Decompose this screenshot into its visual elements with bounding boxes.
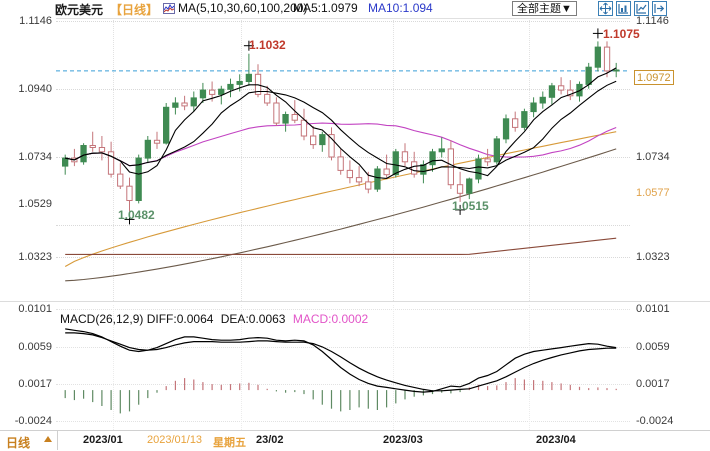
shift-right-icon[interactable]	[652, 1, 667, 16]
gridline	[56, 309, 630, 310]
price-axis-label-right: 1.1146	[636, 15, 669, 27]
gridline	[56, 257, 630, 258]
macd-axis-label-right: 0.0059	[636, 341, 670, 353]
macd-axis-label-left: 0.0101	[18, 303, 52, 315]
panel-divider	[0, 301, 710, 302]
macd-axis-label-left: 0.0059	[18, 341, 52, 353]
price-axis-label-left: 1.1146	[19, 15, 52, 27]
price-axis-label-right: 1.0323	[636, 251, 670, 263]
macd-axis-label-left: -0.0024	[14, 415, 52, 427]
date-tick: 2023/03	[383, 434, 423, 446]
price-axis-label-left: 1.0529	[18, 198, 52, 210]
ma-price-tag: 1.0577	[636, 187, 670, 199]
recent-high-annotation: 1.1075	[603, 27, 640, 41]
macd-axis-label-right: 0.0017	[636, 378, 670, 390]
macd-value: MACD:0.0002	[292, 312, 369, 326]
macd-diff: DIFF:0.0064	[146, 312, 214, 326]
ma-params-label: MA(5,10,30,60,100,200)	[178, 1, 308, 15]
gridline	[56, 421, 630, 422]
header-divider	[56, 18, 630, 19]
macd-axis-label-left: 0.0017	[18, 378, 52, 390]
gridline-vertical	[113, 305, 114, 430]
price-axis-label-left: 1.0734	[18, 151, 52, 163]
chart-header: 欧元美元 【日线】 MA(5,10,30,60,100,200) MA5:1.0…	[0, 0, 710, 18]
price-panel: 1.1146 1.0940 1.0734 1.0529 1.0323 1.114…	[0, 15, 710, 301]
ma5-value: MA5:1.0979	[293, 1, 358, 15]
crosshair-weekday: 星期五	[213, 437, 246, 449]
timeframe-label[interactable]: 日线	[6, 436, 31, 450]
gridline-vertical	[529, 18, 530, 301]
symbol-name: 欧元美元	[55, 3, 104, 17]
gridline-vertical	[241, 18, 242, 301]
zoom-out-icon[interactable]	[616, 1, 631, 16]
theme-dropdown-button[interactable]: 全部主题▼	[512, 1, 577, 16]
crosshair-date: 2023/01/13	[147, 434, 203, 446]
macd-panel: MACD(26,12,9) DIFF:0.0064 DEA:0.0063 MAC…	[0, 303, 710, 430]
zoom-in-icon[interactable]	[634, 1, 649, 16]
macd-title: MACD(26,12,9)	[60, 312, 144, 326]
crosshair-icon[interactable]	[598, 1, 613, 16]
last-price-tag: 1.0972	[634, 70, 674, 85]
price-axis-label-right: 1.0734	[636, 151, 670, 163]
price-axis-label-left: 1.0940	[18, 83, 52, 95]
divider	[57, 431, 58, 450]
low-price-annotation: 1.0482	[118, 208, 155, 222]
candlestick-plot-area[interactable]	[56, 18, 630, 301]
gridline	[56, 89, 630, 90]
macd-dea: DEA:0.0063	[220, 312, 286, 326]
macd-axis-label-right: 0.0101	[636, 303, 670, 315]
triangle-up-icon[interactable]	[44, 436, 52, 442]
date-axis-bar: 日线 2023/01 2023/01/13 星期五 23/02 2023/03 …	[0, 430, 710, 450]
date-tick: 2023/01	[83, 434, 123, 446]
gridline-vertical	[393, 305, 394, 430]
macd-header: MACD(26,12,9) DIFF:0.0064 DEA:0.0063 MAC…	[60, 312, 368, 326]
price-axis-label-left: 1.0323	[18, 251, 52, 263]
macd-plot-area[interactable]	[56, 305, 630, 430]
period-label: 【日线】	[110, 3, 159, 17]
macd-axis-label-right: -0.0024	[636, 415, 674, 427]
gridline	[56, 384, 630, 385]
mid-low-annotation: 1.0515	[452, 199, 489, 213]
gridline-vertical	[241, 305, 242, 430]
gridline-vertical	[529, 305, 530, 430]
high-price-annotation: 1.1032	[249, 38, 286, 52]
gridline	[56, 21, 630, 22]
ma10-value: MA10:1.094	[368, 1, 433, 15]
date-tick: 2023/04	[536, 434, 576, 446]
date-tick: 23/02	[256, 434, 284, 446]
gridline	[56, 225, 630, 226]
ma-lines-icon	[163, 3, 175, 14]
gridline	[56, 347, 630, 348]
